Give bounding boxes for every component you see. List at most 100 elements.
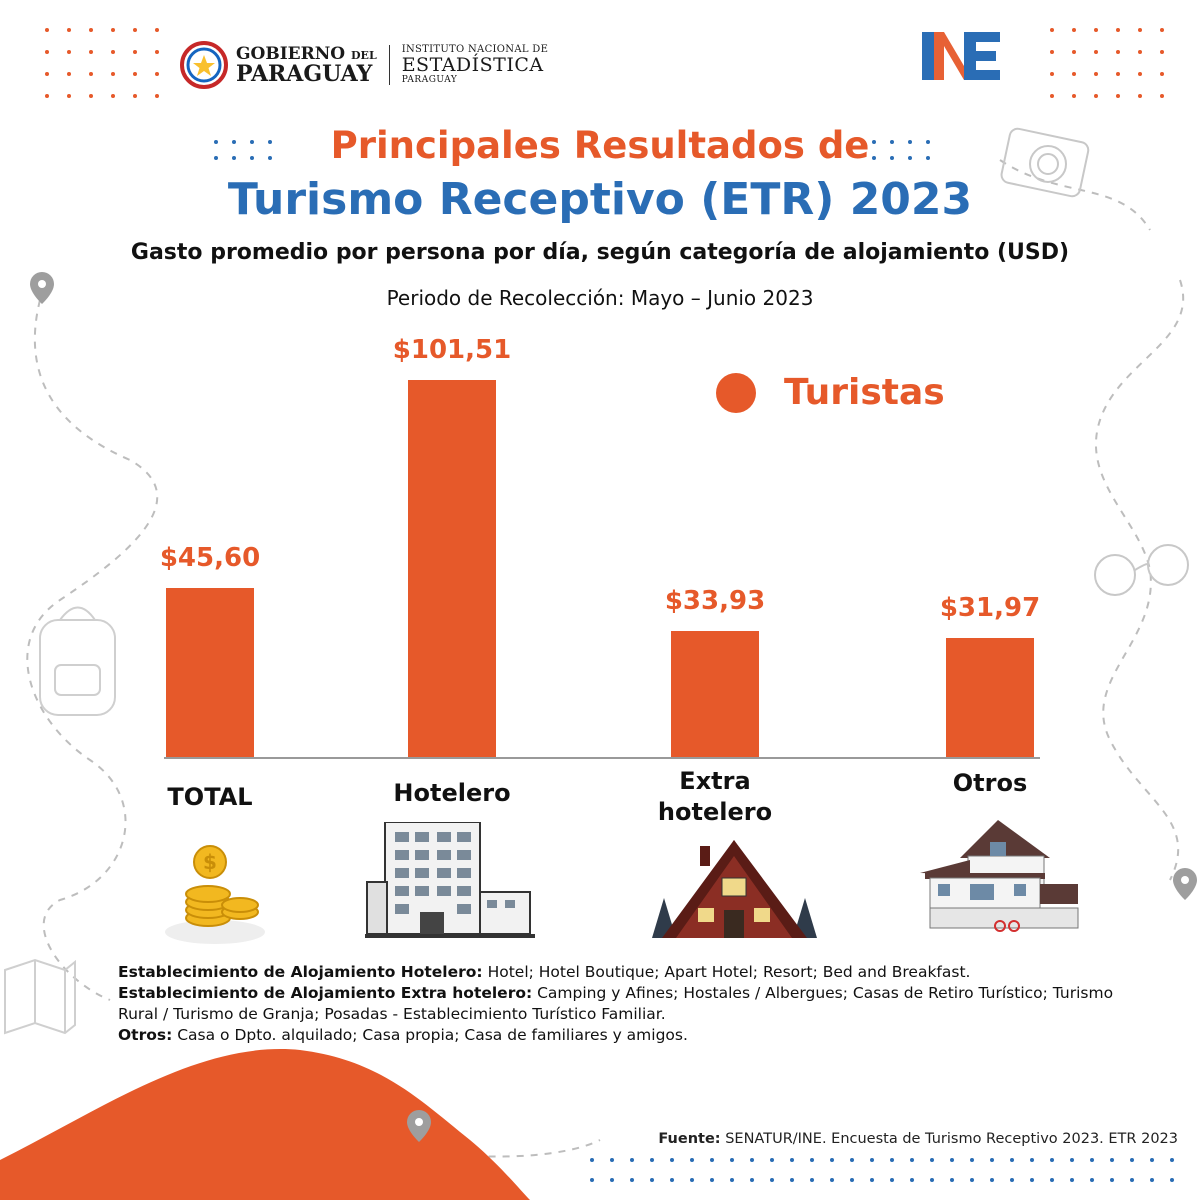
- dot: [650, 1178, 654, 1182]
- dot: [67, 72, 71, 76]
- chart-subtitle: Gasto promedio por persona por día, segú…: [130, 240, 1070, 265]
- cabin-icon: [652, 840, 817, 938]
- sunglasses-icon: [1094, 544, 1189, 596]
- dot: [133, 50, 137, 54]
- dot: [1138, 72, 1142, 76]
- dot: [908, 140, 912, 144]
- dot: [970, 1178, 974, 1182]
- category-label-line: Extra: [679, 767, 751, 795]
- dot: [111, 72, 115, 76]
- dot: [850, 1158, 854, 1162]
- dot: [670, 1178, 674, 1182]
- dot: [830, 1178, 834, 1182]
- map-pin-icon: [1173, 868, 1197, 900]
- gov-line2: PARAGUAY: [236, 60, 373, 87]
- dot: [1116, 50, 1120, 54]
- title-line2: Turismo Receptivo (ETR) 2023: [227, 174, 973, 225]
- dot: [710, 1158, 714, 1162]
- dot: [1138, 94, 1142, 98]
- chart-legend: Turistas: [716, 372, 945, 413]
- camera-icon: [1000, 127, 1090, 198]
- dot: [950, 1158, 954, 1162]
- dot: [950, 1178, 954, 1182]
- dot: [155, 72, 159, 76]
- category-label: Hotelero: [352, 778, 552, 809]
- category-label: TOTAL: [110, 782, 310, 813]
- dot: [1050, 1178, 1054, 1182]
- orange-hill: [0, 1049, 530, 1200]
- dot: [630, 1158, 634, 1162]
- dot: [1030, 1158, 1034, 1162]
- bar-2: [671, 630, 759, 757]
- dot: [45, 50, 49, 54]
- gov-line1-small: DEL: [351, 48, 377, 62]
- dot: [690, 1158, 694, 1162]
- dot: [1110, 1178, 1114, 1182]
- dot: [1170, 1178, 1174, 1182]
- note-heading: Otros:: [118, 1026, 173, 1044]
- dot: [1050, 50, 1054, 54]
- dot: [1170, 1158, 1174, 1162]
- dot: [45, 72, 49, 76]
- dot: [750, 1178, 754, 1182]
- dot: [850, 1178, 854, 1182]
- dot: [770, 1158, 774, 1162]
- dot: [1094, 72, 1098, 76]
- dot: [1130, 1158, 1134, 1162]
- dot: [1110, 1158, 1114, 1162]
- dot: [610, 1178, 614, 1182]
- folded-map-icon: [4, 958, 76, 1035]
- dot: [990, 1178, 994, 1182]
- dot: [926, 156, 930, 160]
- dot: [1070, 1178, 1074, 1182]
- dot: [1050, 1158, 1054, 1162]
- dot: [1094, 28, 1098, 32]
- category-label-line: hotelero: [657, 798, 773, 827]
- map-pin-icon: [30, 272, 54, 304]
- category-label-line: Hotelero: [393, 779, 511, 807]
- dot: [990, 1158, 994, 1162]
- x-axis-line: [164, 757, 1040, 759]
- value-label: $31,97: [939, 593, 1041, 624]
- dot: [1116, 94, 1120, 98]
- dashed-route-left: [26, 299, 159, 1001]
- ine-line2: ESTADÍSTICA: [401, 53, 544, 76]
- header-divider: [388, 45, 390, 85]
- dot: [133, 72, 137, 76]
- dot: [750, 1158, 754, 1162]
- dot: [870, 1178, 874, 1182]
- dot: [1010, 1178, 1014, 1182]
- dot: [1094, 50, 1098, 54]
- note-text: Camping y Afines; Hostales / Albergues; …: [118, 984, 1114, 1023]
- source-text: SENATUR/INE. Encuesta de Turismo Recepti…: [720, 1131, 1178, 1147]
- dot: [250, 140, 254, 144]
- dot: [1160, 50, 1164, 54]
- dot: [870, 1158, 874, 1162]
- ine-logo-icon: [922, 32, 1000, 80]
- dot: [89, 28, 93, 32]
- dot: [133, 94, 137, 98]
- dot: [970, 1158, 974, 1162]
- dot: [1050, 72, 1054, 76]
- dot: [1010, 1158, 1014, 1162]
- dot: [890, 140, 894, 144]
- map-pin-icon: [407, 1110, 431, 1142]
- dot: [670, 1158, 674, 1162]
- bar-3: [946, 638, 1034, 757]
- dot: [214, 140, 218, 144]
- backpack-icon: [39, 606, 116, 716]
- dot: [1072, 28, 1076, 32]
- dot-pattern: [45, 28, 177, 116]
- dot: [214, 156, 218, 160]
- bar-1: [408, 380, 496, 757]
- dot: [1130, 1178, 1134, 1182]
- dot: [1116, 28, 1120, 32]
- source-note: Fuente: SENATUR/INE. Encuesta de Turismo…: [658, 1131, 1178, 1147]
- dot: [67, 50, 71, 54]
- note-text: Hotel; Hotel Boutique; Apart Hotel; Reso…: [482, 963, 971, 981]
- legend-label: Turistas: [784, 372, 945, 413]
- dot: [1050, 94, 1054, 98]
- note-paragraph: Establecimiento de Alojamiento Hotelero:…: [118, 962, 1158, 983]
- gov-line1: GOBIERNO: [236, 43, 346, 64]
